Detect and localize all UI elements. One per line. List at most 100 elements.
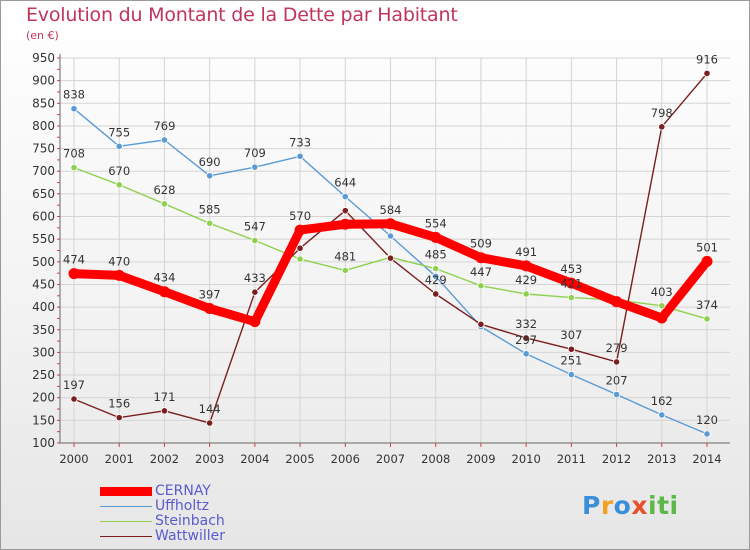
data-label-steinbach: 421 [560,277,582,291]
point-wattwiller [115,414,123,422]
data-label-cernay: 453 [560,262,582,276]
point-cernay [520,260,532,272]
axes [57,54,730,447]
point-cernay [656,312,668,324]
point-uffholtz [70,105,78,113]
x-tick-label: 2005 [285,452,314,466]
data-label-wattwiller: 279 [606,341,628,355]
point-steinbach [658,302,666,310]
logo-letter: t [657,491,670,520]
point-uffholtz [432,272,440,280]
legend-swatch-uffholtz [100,506,152,507]
data-label-cernay: 491 [515,245,537,259]
legend-swatch-steinbach [100,521,152,522]
legend-label-wattwiller: Wattwiller [155,528,225,544]
point-uffholtz [296,152,304,160]
y-tick-label: 200 [32,391,55,405]
y-tick-label: 650 [32,187,55,201]
point-cernay [565,277,577,289]
data-label-cernay: 501 [696,240,718,254]
x-tick-label: 2012 [602,452,631,466]
x-tick-label: 2010 [512,452,541,466]
data-labels: 838 755 769 690 709 733 644 297 251 207 162 120 708 6… [63,52,718,427]
data-label-steinbach: 547 [244,220,266,234]
point-cernay [68,268,80,280]
point-wattwiller [386,254,395,262]
point-uffholtz [341,193,349,201]
data-label-cernay: 397 [199,287,221,301]
y-axis-ticks: 100 150 200 250 300 350 400 450 500 550 600 650 700 7… [32,51,55,450]
logo-letter: x [631,491,648,520]
x-tick-label: 2013 [647,452,676,466]
point-uffholtz [115,142,123,150]
logo-letter: i [669,491,679,520]
y-tick-label: 400 [32,300,55,314]
y-tick-label: 700 [32,164,55,178]
point-wattwiller [70,395,78,403]
data-label-wattwiller: 144 [199,402,221,416]
data-label-wattwiller: 197 [63,378,85,392]
point-wattwiller [341,207,349,215]
point-cernay [611,296,623,308]
x-tick-label: 2008 [421,452,450,466]
data-label-uffholtz: 251 [560,354,582,368]
legend-label-steinbach: Steinbach [155,513,225,529]
point-cernay [475,252,487,264]
data-label-steinbach: 374 [696,298,718,312]
data-label-steinbach: 481 [334,249,356,263]
logo-letter: o [613,491,632,520]
y-tick-label: 750 [32,142,55,156]
data-label-uffholtz: 297 [515,333,537,347]
data-label-uffholtz: 207 [606,374,628,388]
legend-swatch-cernay [100,487,152,496]
data-label-uffholtz: 709 [244,146,266,160]
logo-letter: P [582,491,601,520]
point-wattwiller [703,69,711,78]
point-uffholtz [658,411,666,419]
y-tick-label: 950 [32,51,55,65]
point-cernay [339,218,351,230]
data-label-wattwiller: 307 [560,328,582,342]
x-tick-label: 2002 [150,452,179,466]
logo-letter: r [600,491,614,520]
y-tick-label: 350 [32,323,55,337]
point-cernay [385,218,396,230]
chart-title: Evolution du Montant de la Dette par Hab… [26,4,458,26]
y-tick-label: 600 [32,210,55,224]
point-steinbach [251,236,259,245]
point-cernay [113,269,125,281]
y-tick-label: 850 [32,96,55,110]
data-label-cernay: 570 [289,209,311,223]
point-uffholtz [206,172,214,180]
data-label-uffholtz: 120 [696,413,718,427]
point-wattwiller [160,407,169,415]
data-label-wattwiller: 916 [696,52,718,66]
proxiti-logo: Proxiti [582,491,679,520]
point-cernay [249,316,261,328]
data-label-cernay: 554 [425,216,447,230]
data-label-steinbach: 403 [651,285,673,299]
data-label-wattwiller: 156 [108,397,130,411]
y-tick-label: 300 [32,345,55,359]
data-label-steinbach: 670 [108,164,130,178]
point-steinbach [341,266,349,275]
point-steinbach [160,200,169,208]
data-label-steinbach: 447 [470,265,492,279]
x-axis-ticks: 2000 2001 2002 2003 2004 2005 2006 2007 2008 2009… [59,452,721,466]
x-tick-label: 2000 [59,452,88,466]
data-label-uffholtz: 733 [289,135,311,149]
point-uffholtz [567,371,575,379]
data-label-steinbach: 585 [199,202,221,216]
x-tick-label: 2001 [105,452,134,466]
point-wattwiller [477,320,485,328]
data-label-wattwiller: 171 [153,390,175,404]
y-tick-label: 550 [32,232,55,246]
data-label-cernay: 509 [470,237,492,251]
x-tick-label: 2009 [466,452,495,466]
data-label-cernay: 434 [153,271,175,285]
data-label-wattwiller: 433 [244,271,266,285]
point-wattwiller [432,290,440,298]
data-label-uffholtz: 690 [199,155,221,169]
point-uffholtz [386,232,395,240]
